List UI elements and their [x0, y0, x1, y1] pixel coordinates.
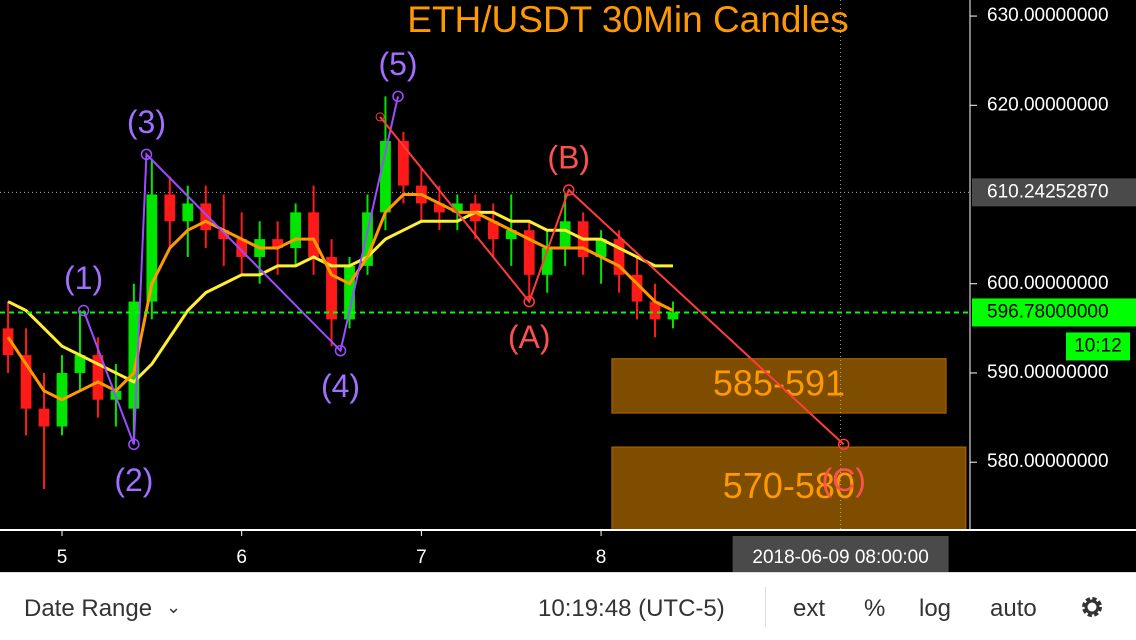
toolbar-button[interactable]: log	[919, 595, 952, 622]
date-range-button[interactable]: Date Range	[24, 595, 153, 622]
candle-body	[505, 230, 517, 240]
x-tick-label: 8	[596, 547, 607, 568]
countdown-box	[1066, 332, 1130, 361]
countdown-label: 10:12	[1074, 335, 1122, 356]
candle-body	[559, 221, 571, 249]
impulse-point	[334, 344, 347, 357]
candle-body	[20, 355, 32, 409]
candle-body	[649, 301, 661, 320]
impulse-label: (3)	[127, 104, 166, 140]
settings-icon[interactable]	[1078, 593, 1106, 621]
zone-label: 585-591	[713, 362, 845, 403]
y-tick-label: 590.00000000	[987, 362, 1109, 383]
correction-label: (C)	[821, 462, 865, 498]
axes: 630.00000000 620.00000000 600.00000000 590.…	[57, 5, 1136, 572]
correction-start	[375, 112, 385, 122]
candle-body	[128, 301, 140, 409]
plot-area: 585-591 570-580 (1) (2) (3) (4) (5) (A) (B) (C)	[0, 0, 970, 530]
candle-body	[200, 203, 212, 231]
x-tick-label: 5	[57, 547, 68, 568]
toolbar-button[interactable]: auto	[990, 595, 1037, 622]
toolbar-button[interactable]: %	[864, 595, 886, 622]
candle-body	[38, 408, 50, 427]
candle-body	[2, 328, 14, 356]
clock: 10:19:48 (UTC-5)	[538, 595, 725, 622]
candle-body	[218, 230, 230, 240]
candle-body	[272, 239, 284, 249]
candle-body	[92, 355, 104, 400]
moving-average	[7, 210, 673, 384]
chart-title: ETH/USDT 30Min Candles	[407, 0, 848, 40]
candle-body	[308, 212, 319, 257]
candle-body	[182, 203, 194, 222]
last-price-label: 596.78000000	[987, 301, 1109, 322]
correction-point	[837, 438, 850, 451]
correction-line	[379, 116, 845, 446]
impulse-label: (4)	[321, 368, 360, 404]
impulse-line	[82, 96, 400, 445]
crosshair-y-box	[972, 178, 1136, 207]
y-tick-label: 580.00000000	[987, 451, 1109, 472]
candle-body	[236, 239, 248, 257]
chart: 585-591 570-580 (1) (2) (3) (4) (5) (A) (B) (C) 6…	[0, 0, 1136, 572]
y-tick-label: 600.00000000	[987, 273, 1109, 294]
zone-label: 570-580	[723, 465, 855, 506]
candle-body	[667, 312, 679, 320]
candle-body	[146, 194, 158, 302]
crosshair-x-box	[732, 536, 949, 572]
x-tick-label: 7	[416, 547, 427, 568]
impulse-point	[140, 148, 153, 161]
x-tick-label: 6	[236, 547, 247, 568]
candle-body	[433, 203, 445, 213]
impulse-label: (5)	[378, 46, 417, 82]
correction-label: (A)	[508, 319, 551, 355]
impulse-label: (1)	[64, 260, 103, 296]
correction-point	[523, 295, 535, 308]
impulse-point	[77, 304, 90, 317]
candle-body	[631, 274, 643, 302]
target-zone	[611, 358, 947, 414]
target-zone	[611, 446, 967, 530]
candle-body	[541, 248, 553, 275]
candle-body	[523, 230, 535, 275]
candle-body	[380, 140, 391, 213]
correction-point	[562, 184, 575, 196]
impulse-point	[392, 90, 404, 103]
correction-label: (B)	[547, 140, 590, 176]
toolbar: Date Range ⌄ 10:19:48 (UTC-5) ext % log …	[0, 572, 1136, 640]
y-tick-label: 630.00000000	[987, 5, 1109, 26]
separator	[765, 587, 766, 627]
impulse-label: (2)	[114, 462, 153, 498]
candle-body	[164, 194, 176, 222]
candle-body	[362, 212, 373, 266]
candle-body	[487, 221, 499, 240]
candle-body	[595, 239, 607, 257]
candle-body	[290, 212, 301, 249]
crosshair-y-label: 610.24252870	[987, 181, 1109, 202]
moving-average	[6, 193, 674, 402]
last-price-box	[972, 298, 1136, 327]
toolbar-button[interactable]: ext	[793, 595, 826, 622]
y-tick-label: 620.00000000	[987, 94, 1109, 115]
dropdown-icon[interactable]: ⌄	[166, 597, 182, 617]
candle-body	[74, 355, 86, 373]
candle-body	[326, 256, 337, 320]
candle-body	[451, 203, 463, 213]
candle-body	[398, 140, 409, 186]
candle-body	[613, 239, 625, 275]
crosshair-x-label: 2018-06-09 08:00:00	[752, 547, 928, 568]
candle-body	[344, 265, 355, 320]
impulse-point	[128, 438, 140, 451]
